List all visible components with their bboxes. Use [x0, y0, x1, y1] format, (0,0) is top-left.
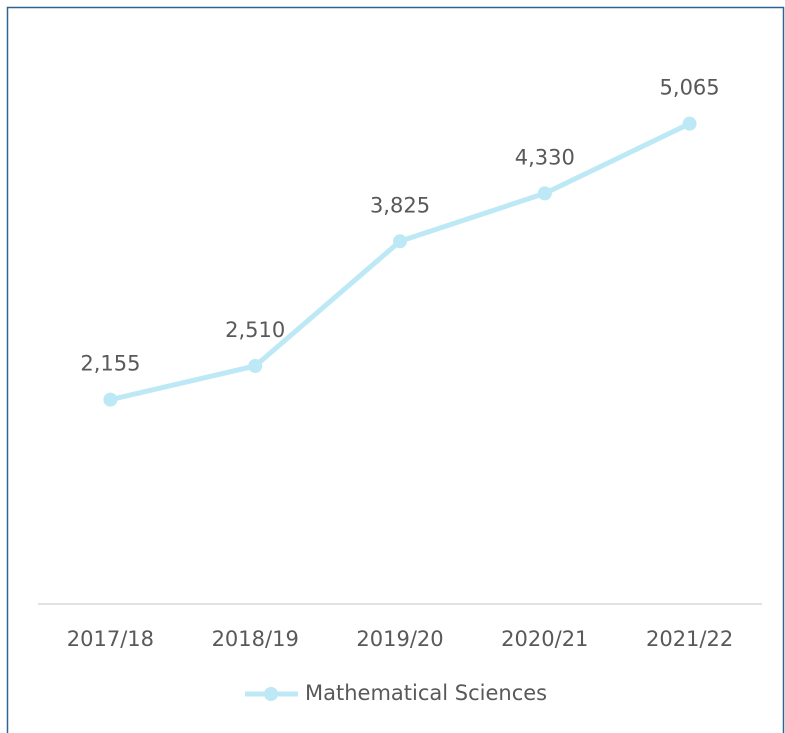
x-tick-label: 2021/22	[646, 627, 733, 651]
data-label: 2,155	[80, 352, 140, 376]
x-tick-label: 2018/19	[212, 627, 299, 651]
data-label: 3,825	[370, 193, 430, 217]
marker	[537, 186, 552, 201]
marker	[103, 392, 118, 407]
x-tick-label: 2019/20	[356, 627, 443, 651]
legend-marker	[264, 687, 278, 701]
marker	[682, 116, 697, 131]
marker	[393, 234, 407, 249]
data-label: 4,330	[515, 145, 575, 169]
legend-label: Mathematical Sciences	[305, 681, 547, 705]
chart-frame	[6, 6, 785, 733]
data-label: 2,510	[225, 318, 285, 342]
x-tick-label: 2020/21	[501, 627, 588, 651]
line	[109, 121, 691, 403]
data-label: 5,065	[660, 76, 720, 100]
marker	[248, 358, 263, 373]
x-tick-label: 2017/18	[67, 627, 154, 651]
